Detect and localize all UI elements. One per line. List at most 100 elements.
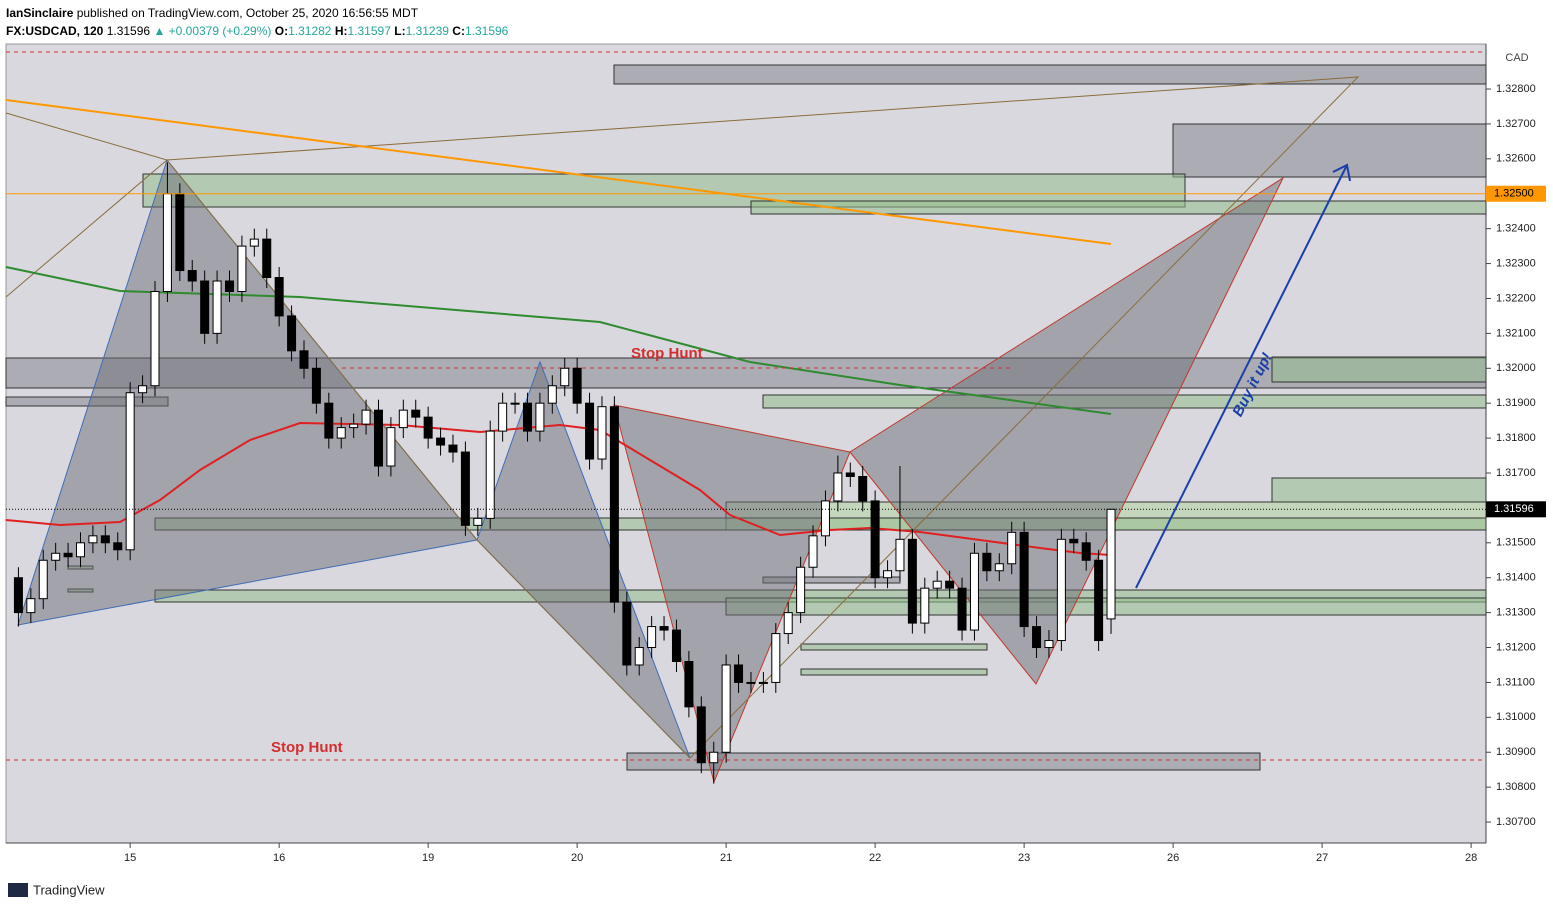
candle-body [212,280,222,334]
candle-body [1069,538,1079,544]
candle-body [994,563,1004,572]
candle-body [13,577,23,614]
candle-body [274,277,284,317]
candle-body [1019,531,1029,628]
candle-body [808,535,818,568]
candle-body [684,660,694,708]
candle-body [299,350,309,369]
drawings [5,51,1487,784]
candle-body [349,423,359,429]
published: published on TradingView.com, October 25… [73,6,419,20]
y-tick-label: 1.32300 [1496,257,1536,269]
candle-body [100,535,110,544]
y-tick-label: 1.30900 [1496,746,1536,758]
h-value: 1.31597 [347,24,391,38]
l-value: 1.31239 [405,24,449,38]
arrow [1135,164,1348,589]
candle-body [820,500,830,537]
harmonic-pattern [849,176,1285,685]
candle-body [883,570,893,579]
x-tick-label: 21 [720,852,732,864]
o-value: 1.31282 [288,24,332,38]
candle-body [200,280,210,334]
candle-body [783,612,793,635]
candle-body [560,367,570,387]
x-tick-label: 16 [273,852,285,864]
zone-box [613,64,1487,85]
o-label: O: [274,24,289,38]
trend-line [5,99,1112,245]
last-price-bg [1486,501,1546,518]
candle-body [696,706,706,764]
candle-body [150,290,160,387]
x-tick-label: 27 [1316,852,1328,864]
y-tick-label: 1.30700 [1496,816,1536,828]
zone-box [1172,123,1487,178]
candle-body [175,193,185,272]
candle-body [957,587,967,631]
price-label-bg [1486,185,1546,202]
y-tick-label: 1.32400 [1496,223,1536,235]
candle-body [361,409,371,425]
candle-body [1081,542,1091,561]
x-tick-label: 15 [124,852,136,864]
y-tick-label: 1.32200 [1496,292,1536,304]
zone-box [750,200,1487,215]
symbol: FX:USDCAD, 120 [6,24,104,38]
last: 1.31596 [106,24,151,38]
footer-brand: TradingView [33,882,105,897]
y-tick-label: 1.31000 [1496,711,1536,723]
y-tick-label: 1.32100 [1496,327,1536,339]
candle-body [895,538,905,572]
candle-body [659,626,669,631]
candle-body [125,392,135,551]
candle-body [311,367,321,404]
y-tick-label: 1.31900 [1496,397,1536,409]
c-label: C: [452,24,465,38]
moving-average [5,421,1112,556]
candle-body [38,559,48,600]
header: IanSinclaire published on TradingView.co… [6,4,508,40]
candle-body [237,245,247,292]
symbol-line: FX:USDCAD, 120 1.31596 ▲ +0.00379 (+0.29… [6,22,508,40]
x-tick-label: 23 [1018,852,1030,864]
zone-box [626,752,1261,771]
candle-body [75,542,85,558]
candle-body [969,552,979,631]
currency: CAD [1505,52,1528,64]
zone-box [1271,356,1487,383]
candle-body [162,193,172,292]
candle-body [721,664,731,753]
candle-body [771,633,781,683]
y-tick-label: 1.32800 [1496,83,1536,95]
overlays: 1.30700 1.30800 1.30900 1.31000 1.31100 1.312… [6,83,1546,864]
candle-body [138,385,148,394]
candle-body [398,409,408,429]
zone-box [800,668,988,676]
h-label: H: [334,24,348,38]
candle-body [1056,538,1066,642]
candle-body [423,416,433,439]
candle-body [187,270,197,282]
y-tick-label: 1.32600 [1496,153,1536,165]
candle-body [324,402,334,439]
candle-body [249,238,259,247]
candle-body [386,427,396,467]
zone-box [1271,477,1487,503]
candle-body [224,280,234,292]
candle-body [858,475,868,502]
candle-body [1044,640,1054,649]
moving-average [5,266,1112,415]
l-label: L: [394,24,406,38]
arrow-head [1332,163,1351,182]
trend-line [5,112,691,759]
last-price-label: 1.31596 [1494,503,1534,515]
y-tick-label: 1.31500 [1496,537,1536,549]
candle-body [746,681,756,684]
logo [8,883,28,897]
candle-body [460,451,470,526]
candle-body [436,437,446,446]
candle-body [945,580,955,589]
